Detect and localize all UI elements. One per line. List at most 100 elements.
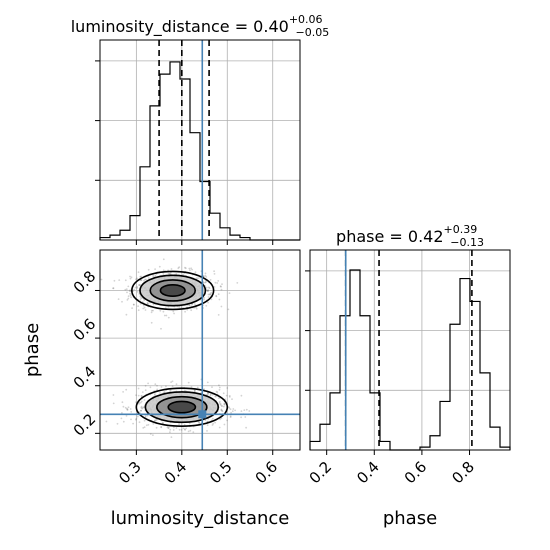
sample-point [169,431,171,433]
sample-point [126,299,129,301]
sample-point [124,288,127,291]
sample-point [112,402,115,405]
sample-point [175,383,178,386]
sample-point [175,427,178,429]
sample-point [139,295,142,298]
sample-point [160,327,162,330]
sample-point [204,419,207,422]
sample-point [137,394,140,397]
sample-point [218,402,221,404]
sample-point [165,385,167,388]
sample-point [130,411,133,413]
sample-point [146,302,149,304]
sample-point [170,436,173,438]
sample-point [144,309,147,311]
sample-point [154,393,156,395]
sample-point [209,292,212,295]
sample-point [244,416,247,418]
sample-point [170,381,173,384]
sample-point [140,297,143,299]
sample-point [140,400,143,403]
sample-point [116,422,119,425]
sample-point [143,299,146,301]
sample-point [216,282,219,284]
sample-point [125,288,128,291]
sample-point [206,430,208,432]
sample-point [135,417,138,420]
sample-point [190,267,193,270]
sample-point [220,285,222,288]
sample-point [218,388,221,391]
sample-point [169,273,171,275]
sample-point [124,279,127,282]
sample-point [144,389,147,392]
sample-point [149,386,152,389]
sample-point [120,417,123,420]
sample-point [159,392,161,394]
sample-point [167,427,170,430]
sample-point [207,289,210,292]
sample-point [142,406,144,409]
sample-point [140,409,142,412]
sample-point [152,303,155,306]
sample-point [218,298,221,301]
sample-point [223,403,226,405]
sample-point [143,406,145,408]
sample-point [155,426,158,429]
sample-point [138,284,140,286]
sample-point [152,309,154,312]
sample-point [223,402,226,405]
sample-point [124,406,127,409]
sample-point [214,421,217,424]
sample-point [187,381,190,384]
sample-point [191,268,194,271]
sample-point [221,405,223,408]
sample-point [125,313,128,316]
sample-point [220,404,223,407]
sample-point [192,431,195,433]
sample-point [139,297,142,299]
sample-point [219,285,222,288]
sample-point [206,392,209,395]
sample-point [173,426,175,429]
sample-point [137,309,140,312]
sample-point [222,405,225,408]
sample-point [187,430,190,433]
sample-point [134,286,137,289]
sample-point [197,277,200,280]
sample-point [218,426,221,429]
sample-point [136,291,139,293]
sample-point [220,288,223,291]
sample-point [171,380,174,383]
sample-point [207,392,210,395]
sample-point [211,394,214,396]
sample-point [135,418,137,421]
sample-point [141,391,144,393]
sample-point [160,426,163,429]
sample-point [143,399,146,401]
sample-point [219,403,222,406]
contour [167,400,197,414]
sample-point [122,420,125,423]
sample-point [112,287,115,290]
sample-point [188,267,191,270]
sample-point [216,391,219,394]
sample-point [154,274,157,277]
sample-point [150,321,153,324]
sample-point [142,307,145,310]
x-axis-label: luminosity_distance [111,508,290,529]
sample-point [143,306,146,309]
sample-point [218,386,221,389]
sample-point [180,306,183,308]
x-axis-label: phase [383,508,437,529]
sample-point [178,423,181,425]
contour [135,387,229,427]
sample-point [223,423,226,426]
sample-point [243,409,246,411]
sample-point [184,267,187,270]
sample-point [228,396,231,398]
ticks [95,289,274,455]
sample-point [126,291,128,294]
sample-point [213,270,216,273]
